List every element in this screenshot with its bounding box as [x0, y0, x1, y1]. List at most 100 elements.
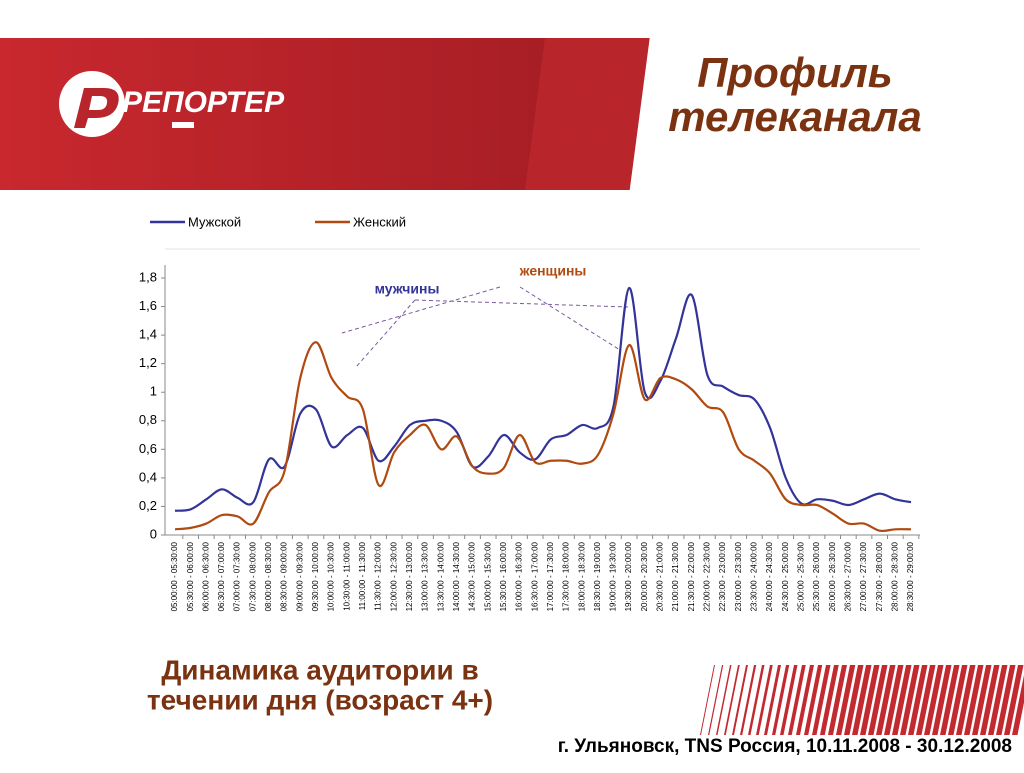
x-tick-label: 18:00:00 - 18:30:00 — [577, 541, 586, 611]
stripe — [932, 665, 952, 735]
x-tick-label: 17:00:00 - 17:30:00 — [546, 541, 555, 611]
x-tick-label: 25:00:00 - 25:30:00 — [796, 541, 805, 611]
x-tick-label: 28:00:00 - 28:30:00 — [890, 541, 899, 611]
x-tick-label: 21:30:00 - 22:00:00 — [687, 541, 696, 611]
stripe — [908, 665, 928, 735]
stripe — [607, 38, 650, 190]
x-tick-label: 16:00:00 - 16:30:00 — [515, 541, 524, 611]
x-tick-label: 12:30:00 - 13:00:00 — [405, 541, 414, 611]
x-tick-label: 18:30:00 - 19:00:00 — [593, 541, 602, 611]
x-tick-label: 27:00:00 - 27:30:00 — [859, 541, 868, 611]
y-tick-label: 1 — [150, 384, 157, 399]
stripe — [756, 665, 773, 735]
x-tick-label: 15:30:00 - 16:00:00 — [499, 541, 508, 611]
y-tick-label: 0 — [150, 526, 157, 541]
stripe — [844, 665, 864, 735]
x-tick-label: 21:00:00 - 21:30:00 — [671, 541, 680, 611]
annotation: женщины — [519, 263, 587, 279]
x-tick-label: 06:30:00 - 07:00:00 — [217, 541, 226, 611]
x-tick-label: 20:00:00 - 20:30:00 — [640, 541, 649, 611]
x-tick-label: 24:00:00 - 24:30:00 — [765, 541, 774, 611]
stripe — [1012, 675, 1024, 735]
stripe — [796, 665, 814, 735]
x-tick-label: 19:30:00 - 20:00:00 — [624, 541, 633, 611]
caption: течении дня (возраст 4+) — [147, 684, 493, 715]
stripe — [772, 665, 790, 735]
y-tick-label: 1,2 — [139, 355, 157, 370]
y-tick-label: 0,2 — [139, 498, 157, 513]
x-tick-label: 05:30:00 - 06:00:00 — [186, 541, 195, 611]
stripe — [780, 665, 798, 735]
x-tick-label: 19:00:00 - 19:30:00 — [609, 541, 618, 611]
title: Профиль — [697, 49, 892, 96]
x-tick-label: 11:00:00 - 11:30:00 — [358, 541, 367, 610]
y-tick-label: 0,6 — [139, 441, 157, 456]
stripe — [980, 665, 1000, 735]
x-tick-label: 07:00:00 - 07:30:00 — [233, 541, 242, 611]
stripe — [948, 665, 968, 735]
footer-stripes — [700, 665, 1024, 735]
title: телеканала — [668, 93, 921, 140]
stripe — [900, 665, 920, 735]
legend-label: Мужской — [188, 214, 241, 229]
stripe — [964, 665, 984, 735]
logo-p — [74, 88, 119, 128]
stripe — [732, 665, 748, 735]
x-tick-label: 14:00:00 - 14:30:00 — [452, 541, 461, 611]
x-tick-label: 06:00:00 - 06:30:00 — [201, 541, 210, 611]
y-tick-label: 0,4 — [139, 469, 157, 484]
y-tick-label: 1,6 — [139, 298, 157, 313]
stripe — [852, 665, 872, 735]
x-tick-label: 20:30:00 - 21:00:00 — [656, 541, 665, 611]
stripe — [804, 665, 823, 735]
x-tick-label: 27:30:00 - 28:00:00 — [875, 541, 884, 611]
series-line — [174, 286, 912, 512]
stripe — [956, 665, 976, 735]
x-tick-label: 11:30:00 - 12:00:00 — [374, 541, 383, 610]
annotation: мужчины — [375, 281, 440, 297]
stripe — [892, 665, 912, 735]
x-tick-label: 10:00:00 - 10:30:00 — [327, 541, 336, 611]
x-tick-label: 24:30:00 - 25:00:00 — [781, 541, 790, 611]
stripe — [924, 665, 944, 735]
stripe — [716, 665, 732, 735]
logo-icon — [59, 71, 125, 137]
x-tick-label: 12:00:00 - 12:30:00 — [389, 541, 398, 611]
stripe — [972, 665, 992, 735]
stripe — [868, 665, 888, 735]
stripe — [788, 665, 806, 735]
x-tick-label: 26:30:00 - 27:00:00 — [843, 541, 852, 611]
stripe — [708, 665, 724, 735]
x-tick-label: 13:30:00 - 14:00:00 — [436, 541, 445, 611]
x-tick-label: 16:30:00 - 17:00:00 — [530, 541, 539, 611]
x-tick-label: 10:30:00 - 11:00:00 — [342, 541, 351, 610]
logo-text: РЕПОРТЕР — [122, 86, 285, 119]
x-tick-label: 09:00:00 - 09:30:00 — [295, 541, 304, 611]
stripe — [700, 665, 715, 735]
x-tick-label: 23:30:00 - 24:00:00 — [750, 541, 759, 611]
x-tick-label: 14:30:00 - 15:00:00 — [468, 541, 477, 611]
stripe — [764, 665, 781, 735]
x-tick-label: 05:00:00 - 05:30:00 — [170, 541, 179, 611]
stripe — [988, 665, 1008, 735]
x-tick-label: 15:00:00 - 15:30:00 — [483, 541, 492, 611]
x-tick-label: 08:30:00 - 09:00:00 — [280, 541, 289, 611]
source: г. Ульяновск, TNS Россия, 10.11.2008 - 3… — [558, 736, 1012, 757]
stripe — [1004, 665, 1024, 735]
caption: Динамика аудитории в — [161, 654, 478, 685]
legend-label: Женский — [353, 214, 406, 229]
stripe — [748, 665, 765, 735]
stripe — [812, 665, 831, 735]
x-tick-label: 28:30:00 - 29:00:00 — [906, 541, 915, 611]
stripe — [876, 665, 896, 735]
stripe — [996, 665, 1016, 735]
stripe — [828, 665, 847, 735]
stripe — [724, 665, 740, 735]
stripe — [836, 665, 856, 735]
x-tick-label: 13:00:00 - 13:30:00 — [421, 541, 430, 611]
logo-dash — [172, 122, 194, 128]
stripe — [820, 665, 839, 735]
y-tick-label: 0,8 — [139, 412, 157, 427]
annotation-arrows — [341, 286, 629, 368]
